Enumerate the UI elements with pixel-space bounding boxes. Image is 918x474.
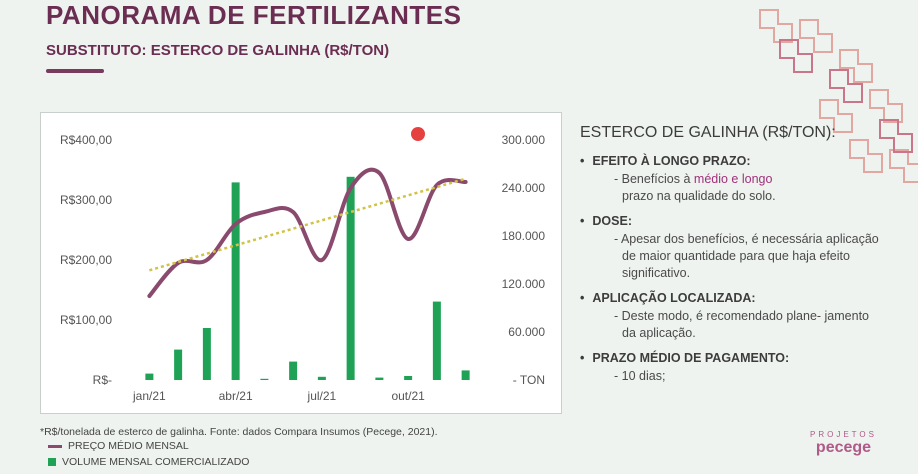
accent-rule <box>46 69 104 73</box>
volume-bar <box>346 176 355 380</box>
bullet-heading: PRAZO MÉDIO DE PAGAMENTO: <box>592 351 790 365</box>
y-left-tick-label: R$- <box>93 373 112 387</box>
brand-name: pecege <box>815 439 872 456</box>
bullet-text: - Benefícios à médio e longo prazo na qu… <box>614 172 776 203</box>
legend-swatch-bar <box>48 458 56 466</box>
y-right-tick-label: 180.000 <box>502 229 546 243</box>
legend-label-price: PREÇO MÉDIO MENSAL <box>68 440 189 452</box>
volume-bar <box>375 377 384 380</box>
legend-item-price: PREÇO MÉDIO MENSAL <box>48 440 189 452</box>
decorative-chain-graphic <box>759 9 918 183</box>
chart-panel <box>40 112 562 414</box>
page-subtitle: SUBSTITUTO: ESTERCO DE GALINHA (R$/TON) <box>46 42 390 59</box>
volume-bar <box>231 182 240 380</box>
bullet-text: - Deste modo, é recomendado plane- jamen… <box>614 309 870 340</box>
volume-bar <box>145 373 154 380</box>
y-left-tick-label: R$200,00 <box>60 253 112 267</box>
bullet-heading: EFEITO À LONGO PRAZO: <box>592 154 751 168</box>
brand-top: PROJETOS <box>810 430 877 439</box>
pointer-marker <box>411 127 425 141</box>
volume-bar <box>289 361 298 380</box>
x-tick-label: jul/21 <box>307 389 337 403</box>
info-panel: ESTERCO DE GALINHA (R$/TON): • EFEITO À … <box>580 124 880 385</box>
y-right-tick-label: - TON <box>513 373 545 387</box>
bullet-heading: DOSE: <box>592 214 632 228</box>
bullet-heading: APLICAÇÃO LOCALIZADA: <box>592 291 756 305</box>
price-volume-chart: R$- R$100,00 R$200,00 R$300,00 R$400,00 - TON… <box>60 127 546 403</box>
volume-bar <box>404 376 413 380</box>
panel-title: ESTERCO DE GALINHA (R$/TON): <box>580 124 836 141</box>
legend-swatch-line <box>48 444 62 448</box>
volume-bar <box>432 301 441 380</box>
legend-label-volume: VOLUME MENSAL COMERCIALIZADO <box>62 456 250 468</box>
source-note: *R$/tonelada de esterco de galinha. Font… <box>40 426 438 438</box>
y-right-tick-label: 240.000 <box>502 181 546 195</box>
volume-bar <box>202 328 211 380</box>
brand-logo: PROJETOS pecege <box>810 430 877 457</box>
x-tick-label: out/21 <box>391 389 425 403</box>
bullet-dose: • DOSE: <box>580 214 632 228</box>
highlight-text: médio e longo <box>693 172 773 186</box>
page-title: PANORAMA DE FERTILIZANTES <box>46 0 462 30</box>
legend-item-volume: VOLUME MENSAL COMERCIALIZADO <box>48 456 249 468</box>
y-right-tick-label: 120.000 <box>502 277 546 291</box>
y-right-tick-label: 60.000 <box>508 325 545 339</box>
bullet-long-term: • EFEITO À LONGO PRAZO: <box>580 154 751 168</box>
bullet-text: - 10 dias; <box>614 369 666 383</box>
bullet-payment: • PRAZO MÉDIO DE PAGAMENTO: <box>580 351 790 365</box>
y-right-tick-label: 300.000 <box>502 133 546 147</box>
price-trendline <box>149 177 466 272</box>
y-left-tick-label: R$100,00 <box>60 313 112 327</box>
volume-bar <box>317 376 326 380</box>
volume-bar <box>461 370 470 380</box>
x-tick-label: abr/21 <box>219 389 253 403</box>
volume-bar <box>260 378 269 380</box>
y-left-tick-label: R$400,00 <box>60 133 112 147</box>
x-tick-label: jan/21 <box>132 389 166 403</box>
volume-bar <box>174 349 183 380</box>
bullet-text: - Apesar dos benefícios, é necessária ap… <box>614 232 879 280</box>
bullet-application: • APLICAÇÃO LOCALIZADA: <box>580 291 756 305</box>
price-line <box>147 167 468 298</box>
y-left-tick-label: R$300,00 <box>60 193 112 207</box>
